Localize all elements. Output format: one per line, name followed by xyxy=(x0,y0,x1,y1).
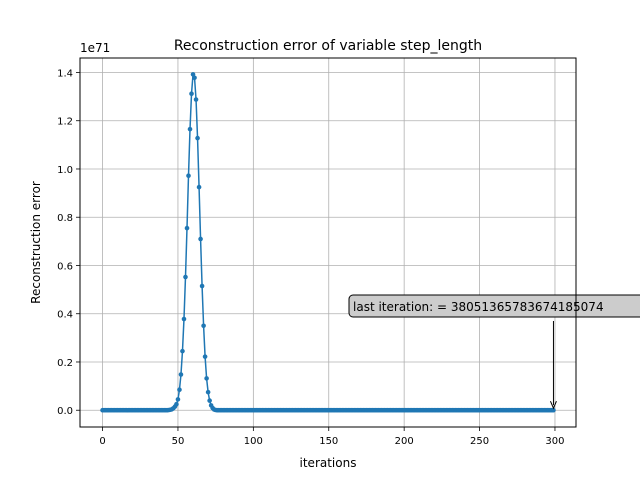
series-layer xyxy=(100,72,556,413)
data-point xyxy=(207,398,212,403)
data-point xyxy=(178,372,184,377)
x-tick-label: 150 xyxy=(319,436,338,447)
annotation-box xyxy=(348,294,640,318)
annotation-layer: last iteration: = 38051365783674185074 xyxy=(348,294,640,410)
data-point xyxy=(183,274,188,280)
annotation-arrow-head xyxy=(549,401,557,410)
data-point xyxy=(202,354,208,359)
data-point xyxy=(186,173,191,179)
x-axis-ticks: 0 50 100 150 200 250 300 xyxy=(99,427,565,447)
data-point xyxy=(187,126,193,132)
data-point xyxy=(189,91,194,97)
x-tick-label: 200 xyxy=(395,436,414,447)
data-point xyxy=(180,348,185,354)
data-point xyxy=(551,407,556,413)
data-point xyxy=(205,389,211,395)
y-offset-label: 1e71 xyxy=(80,41,110,55)
data-point xyxy=(201,323,206,329)
data-point xyxy=(198,236,203,242)
y-tick-label: 0.0 xyxy=(57,406,73,417)
data-point xyxy=(195,135,200,141)
x-tick-label: 250 xyxy=(470,436,489,447)
y-axis-ticks: 0.0 0.2 0.4 0.6 0.8 1.0 1.2 1.4 xyxy=(57,68,80,417)
y-tick-label: 0.6 xyxy=(57,261,73,272)
annotation-text: last iteration: = 38051365783674185074 xyxy=(353,300,604,314)
y-tick-label: 1.0 xyxy=(57,165,73,176)
data-point xyxy=(196,184,202,190)
y-axis-label: Reconstruction error xyxy=(29,181,43,304)
x-tick-label: 300 xyxy=(545,436,564,447)
y-tick-label: 0.8 xyxy=(57,213,73,224)
data-point xyxy=(204,376,209,381)
data-point xyxy=(175,397,181,402)
x-tick-label: 100 xyxy=(244,436,263,447)
x-tick-label: 0 xyxy=(99,436,105,447)
data-point xyxy=(199,283,205,289)
y-tick-label: 0.4 xyxy=(57,310,73,321)
data-point xyxy=(192,75,197,81)
plot-frame xyxy=(79,57,577,428)
chart-title: Reconstruction error of variable step_le… xyxy=(174,38,482,54)
data-point xyxy=(184,225,190,231)
data-point xyxy=(181,316,187,322)
y-tick-label: 1.2 xyxy=(57,117,73,128)
plot-area xyxy=(80,58,576,427)
y-tick-label: 0.2 xyxy=(57,358,73,369)
data-point xyxy=(193,97,199,102)
x-axis-label: iterations xyxy=(300,456,357,470)
y-tick-label: 1.4 xyxy=(57,68,73,79)
x-tick-label: 50 xyxy=(172,436,185,447)
data-point xyxy=(177,387,182,393)
data-point xyxy=(174,401,179,407)
